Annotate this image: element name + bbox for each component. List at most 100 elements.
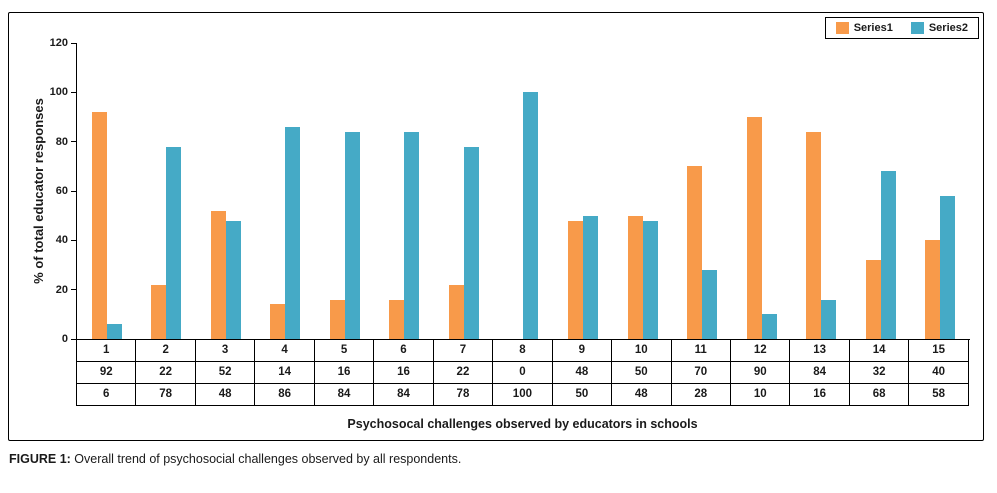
table-cell: 0 — [492, 361, 553, 384]
y-tick-label-20: 20 — [55, 283, 68, 296]
bar-series2-cat4 — [285, 126, 301, 339]
y-tick-label-120: 120 — [49, 37, 68, 49]
bar-series1-cat9 — [568, 220, 584, 339]
table-cell: 84 — [373, 383, 434, 406]
table-row-series1: 92 22 52 14 16 16 22 0 48 50 70 90 84 32 40 — [75, 361, 969, 384]
caption-label: FIGURE 1: — [9, 452, 71, 466]
bar-series2-cat11 — [702, 269, 718, 339]
y-tick-label-40: 40 — [55, 234, 68, 247]
table-row-categories: 1 2 3 4 5 6 7 8 9 10 11 12 13 14 15 — [75, 339, 969, 362]
bar-series1-cat4 — [270, 304, 286, 339]
y-tick-mark-100 — [71, 91, 77, 93]
y-tick-mark-60 — [71, 190, 77, 192]
bar-series1-cat3 — [210, 210, 226, 339]
table-cell: 48 — [551, 361, 613, 384]
bar-group-12 — [732, 43, 792, 339]
bar-group-9 — [553, 43, 613, 339]
caption-text: Overall trend of psychosocial challenges… — [70, 452, 462, 466]
bar-series2-cat3 — [225, 220, 241, 339]
table-cell: 90 — [729, 361, 791, 384]
bar-series2-cat13 — [821, 299, 837, 339]
bar-series2-cat8 — [523, 92, 539, 339]
bar-series2-cat1 — [106, 324, 122, 339]
y-tick-mark-20 — [71, 289, 77, 291]
bar-group-15 — [910, 43, 970, 339]
table-cell: 12 — [729, 339, 791, 362]
bar-series2-cat9 — [583, 215, 599, 339]
bar-series1-cat15 — [925, 240, 941, 339]
table-cell: 14 — [848, 339, 910, 362]
bar-group-8 — [494, 43, 554, 339]
table-cell: 84 — [789, 361, 850, 384]
bar-group-5 — [315, 43, 375, 339]
table-cell: 50 — [611, 361, 672, 384]
bar-series1-cat2 — [151, 284, 167, 339]
table-cell: 50 — [551, 383, 613, 406]
bar-group-10 — [613, 43, 673, 339]
legend: Series1 Series2 — [824, 17, 979, 39]
table-cell: 86 — [254, 383, 315, 406]
bar-series2-cat14 — [880, 171, 896, 339]
y-tick-label-80: 80 — [55, 135, 68, 148]
y-tick-mark-40 — [71, 239, 77, 241]
table-cell: 2 — [135, 339, 196, 362]
table-cell: 8 — [492, 339, 553, 362]
table-cell: 11 — [670, 339, 731, 362]
table-cell: 3 — [194, 339, 256, 362]
bar-group-6 — [375, 43, 435, 339]
y-tick-mark-120 — [71, 42, 77, 44]
legend-label-series1: Series1 — [853, 22, 893, 34]
bar-series2-cat15 — [940, 195, 956, 339]
table-cell: 78 — [432, 383, 494, 406]
bar-series2-cat10 — [642, 220, 658, 339]
table-cell: 40 — [908, 361, 969, 384]
chart-frame: Series1 Series2 % of total educator resp… — [8, 12, 984, 441]
bar-series1-cat10 — [627, 215, 643, 339]
bar-series1-cat5 — [329, 299, 345, 339]
table-cell: 68 — [848, 383, 910, 406]
y-tick-label-0: 0 — [61, 333, 68, 345]
table-cell: 14 — [254, 361, 315, 384]
table-cell: 32 — [848, 361, 910, 384]
bar-series1-cat11 — [687, 166, 703, 339]
bar-group-4 — [256, 43, 316, 339]
table-cell: 100 — [492, 383, 553, 406]
y-tick-mark-0 — [71, 338, 77, 340]
bar-series1-cat7 — [448, 284, 464, 339]
table-cell: 48 — [194, 383, 256, 406]
legend-item-series1: Series1 — [835, 22, 893, 34]
table-cell: 15 — [908, 339, 969, 362]
bar-group-2 — [137, 43, 197, 339]
table-cell: 78 — [135, 383, 196, 406]
table-cell: 1 — [75, 339, 137, 362]
y-tick-label-60: 60 — [55, 185, 68, 197]
table-cell: 7 — [432, 339, 494, 362]
bar-series1-cat14 — [865, 260, 881, 339]
bar-series1-cat12 — [746, 117, 762, 339]
bar-group-7 — [434, 43, 494, 339]
y-tick-mark-80 — [71, 141, 77, 143]
table-row-series2: 6 78 48 86 84 84 78 100 50 48 28 10 16 68 58 — [75, 383, 969, 406]
plot-area: 0 20 40 60 80 100 120 — [50, 37, 970, 345]
bar-series2-cat2 — [166, 146, 182, 339]
table-cell: 16 — [373, 361, 434, 384]
bar-series1-cat13 — [806, 131, 822, 339]
table-cell: 16 — [789, 383, 850, 406]
table-cell: 48 — [611, 383, 672, 406]
table-cell: 70 — [670, 361, 731, 384]
x-axis-label: Psychosocal challenges observed by educa… — [347, 417, 698, 431]
bar-group-11 — [672, 43, 732, 339]
legend-item-series2: Series2 — [910, 22, 968, 34]
bar-group-3 — [196, 43, 256, 339]
legend-swatch-series2 — [910, 22, 924, 34]
table-cell: 9 — [551, 339, 613, 362]
table-cell: 84 — [313, 383, 375, 406]
table-cell: 10 — [611, 339, 672, 362]
table-cell: 6 — [75, 383, 137, 406]
table-cell: 28 — [670, 383, 731, 406]
bar-groups — [77, 43, 970, 339]
table-cell: 5 — [313, 339, 375, 362]
bar-series1-cat1 — [91, 112, 107, 339]
figure-caption: FIGURE 1: Overall trend of psychosocial … — [9, 452, 461, 466]
